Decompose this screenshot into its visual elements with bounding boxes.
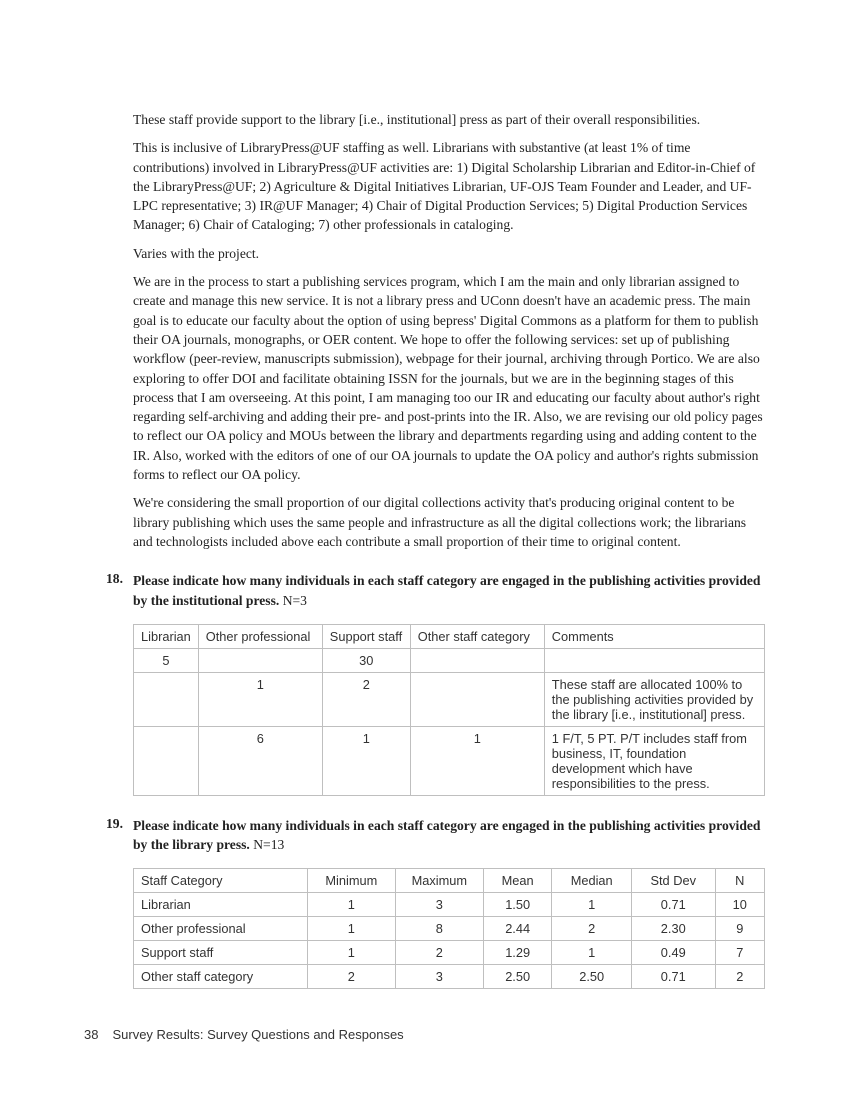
cell: 30 — [322, 648, 410, 672]
question-n: N=3 — [279, 593, 307, 608]
page-footer: 38 Survey Results: Survey Questions and R… — [84, 1027, 404, 1042]
col-header: Minimum — [307, 869, 395, 893]
paragraph: These staff provide support to the libra… — [133, 110, 765, 129]
table-row: Librarian 1 3 1.50 1 0.71 10 — [134, 893, 765, 917]
col-header: Support staff — [322, 624, 410, 648]
page-number: 38 — [84, 1027, 98, 1042]
page: These staff provide support to the libra… — [0, 0, 849, 1100]
cell: 9 — [715, 917, 764, 941]
col-header: Median — [552, 869, 631, 893]
cell: 1 — [307, 893, 395, 917]
col-header: Maximum — [395, 869, 483, 893]
cell: 2.50 — [552, 965, 631, 989]
cell: Other professional — [134, 917, 308, 941]
cell: 1 — [307, 917, 395, 941]
cell — [410, 672, 544, 726]
question-number: 19. — [106, 816, 123, 832]
cell: 2 — [322, 672, 410, 726]
col-header: Librarian — [134, 624, 199, 648]
cell: Other staff category — [134, 965, 308, 989]
cell: 7 — [715, 941, 764, 965]
col-header: Comments — [544, 624, 764, 648]
cell: 2 — [307, 965, 395, 989]
col-header: Staff Category — [134, 869, 308, 893]
cell — [198, 648, 322, 672]
cell: 1 — [410, 726, 544, 795]
footer-section-title: Survey Results: Survey Questions and Res… — [112, 1027, 403, 1042]
cell: 0.71 — [631, 965, 715, 989]
cell: 1 — [198, 672, 322, 726]
cell: 0.49 — [631, 941, 715, 965]
table-header-row: Librarian Other professional Support sta… — [134, 624, 765, 648]
cell: 1 F/T, 5 PT. P/T includes staff from bus… — [544, 726, 764, 795]
table-row: Other staff category 2 3 2.50 2.50 0.71 … — [134, 965, 765, 989]
col-header: Other staff category — [410, 624, 544, 648]
cell — [134, 726, 199, 795]
table-q19: Staff Category Minimum Maximum Mean Medi… — [133, 868, 765, 989]
cell: 2 — [715, 965, 764, 989]
table-row: 6 1 1 1 F/T, 5 PT. P/T includes staff fr… — [134, 726, 765, 795]
cell: 10 — [715, 893, 764, 917]
cell: 2.30 — [631, 917, 715, 941]
content-column: These staff provide support to the libra… — [133, 110, 765, 989]
table-row: 1 2 These staff are allocated 100% to th… — [134, 672, 765, 726]
cell: 1 — [552, 941, 631, 965]
cell: 2.50 — [483, 965, 552, 989]
cell: 0.71 — [631, 893, 715, 917]
table-row: 5 30 — [134, 648, 765, 672]
question-n: N=13 — [250, 837, 284, 852]
cell — [410, 648, 544, 672]
table-row: Other professional 1 8 2.44 2 2.30 9 — [134, 917, 765, 941]
cell: 1 — [322, 726, 410, 795]
question-number: 18. — [106, 571, 123, 587]
cell: 1 — [552, 893, 631, 917]
question-19: 19. Please indicate how many individuals… — [133, 816, 765, 855]
col-header: Mean — [483, 869, 552, 893]
table-q18: Librarian Other professional Support sta… — [133, 624, 765, 796]
cell — [134, 672, 199, 726]
cell: These staff are allocated 100% to the pu… — [544, 672, 764, 726]
cell: 3 — [395, 893, 483, 917]
paragraph: We are in the process to start a publish… — [133, 272, 765, 484]
cell: 3 — [395, 965, 483, 989]
col-header: Other professional — [198, 624, 322, 648]
col-header: Std Dev — [631, 869, 715, 893]
question-text: Please indicate how many individuals in … — [133, 573, 760, 607]
col-header: N — [715, 869, 764, 893]
paragraph: This is inclusive of LibraryPress@UF sta… — [133, 138, 765, 234]
question-text: Please indicate how many individuals in … — [133, 818, 760, 852]
cell: 1.50 — [483, 893, 552, 917]
paragraph: Varies with the project. — [133, 244, 765, 263]
table-header-row: Staff Category Minimum Maximum Mean Medi… — [134, 869, 765, 893]
cell: 5 — [134, 648, 199, 672]
cell: Support staff — [134, 941, 308, 965]
cell: 2 — [552, 917, 631, 941]
question-text-bold: Please indicate how many individuals in … — [133, 573, 760, 607]
cell: 2.44 — [483, 917, 552, 941]
cell: Librarian — [134, 893, 308, 917]
cell — [544, 648, 764, 672]
cell: 6 — [198, 726, 322, 795]
table-row: Support staff 1 2 1.29 1 0.49 7 — [134, 941, 765, 965]
cell: 1 — [307, 941, 395, 965]
cell: 1.29 — [483, 941, 552, 965]
question-18: 18. Please indicate how many individuals… — [133, 571, 765, 610]
cell: 8 — [395, 917, 483, 941]
question-text-bold: Please indicate how many individuals in … — [133, 818, 760, 852]
cell: 2 — [395, 941, 483, 965]
paragraph: We're considering the small proportion o… — [133, 493, 765, 551]
